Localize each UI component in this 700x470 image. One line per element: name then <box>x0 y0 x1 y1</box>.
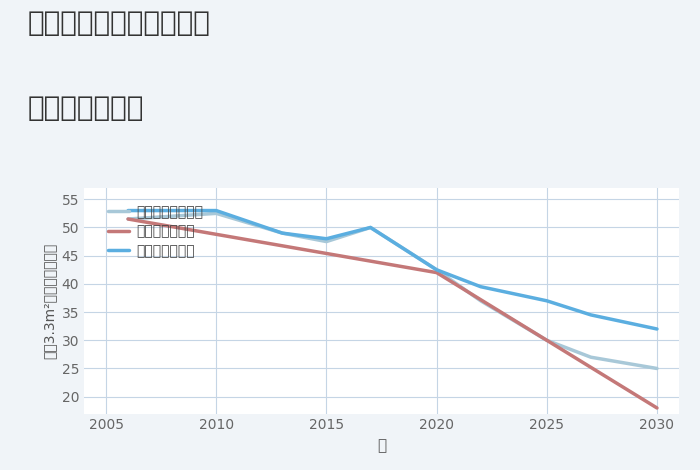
ノーマルシナリオ <box>587 354 595 360</box>
ノーマルシナリオ <box>542 337 551 343</box>
グッドシナリオ <box>542 298 551 304</box>
グッドシナリオ <box>433 267 441 273</box>
Y-axis label: 坪（3.3m²）単価（万円）: 坪（3.3m²）単価（万円） <box>42 243 56 359</box>
ノーマルシナリオ <box>212 211 220 216</box>
グッドシナリオ <box>322 236 330 242</box>
ノーマルシナリオ <box>433 267 441 273</box>
Legend: ノーマルシナリオ, バッドシナリオ, グッドシナリオ: ノーマルシナリオ, バッドシナリオ, グッドシナリオ <box>103 199 209 264</box>
グッドシナリオ <box>587 312 595 318</box>
グッドシナリオ <box>124 208 132 213</box>
グッドシナリオ <box>653 326 662 332</box>
ノーマルシナリオ <box>124 216 132 222</box>
バッドシナリオ <box>124 216 132 222</box>
ノーマルシナリオ <box>366 225 375 230</box>
X-axis label: 年: 年 <box>377 438 386 453</box>
ノーマルシナリオ <box>477 298 485 304</box>
グッドシナリオ <box>366 225 375 230</box>
ノーマルシナリオ <box>322 239 330 244</box>
Line: グッドシナリオ: グッドシナリオ <box>128 211 657 329</box>
ノーマルシナリオ <box>278 230 286 236</box>
バッドシナリオ <box>433 270 441 275</box>
グッドシナリオ <box>212 208 220 213</box>
バッドシナリオ <box>653 405 662 411</box>
グッドシナリオ <box>278 230 286 236</box>
Line: バッドシナリオ: バッドシナリオ <box>128 219 657 408</box>
グッドシナリオ <box>477 284 485 290</box>
ノーマルシナリオ <box>653 366 662 371</box>
Line: ノーマルシナリオ: ノーマルシナリオ <box>128 213 657 368</box>
Text: 土地の価格推移: 土地の価格推移 <box>28 94 144 122</box>
Text: 愛知県北名古屋市石橋の: 愛知県北名古屋市石橋の <box>28 9 211 38</box>
